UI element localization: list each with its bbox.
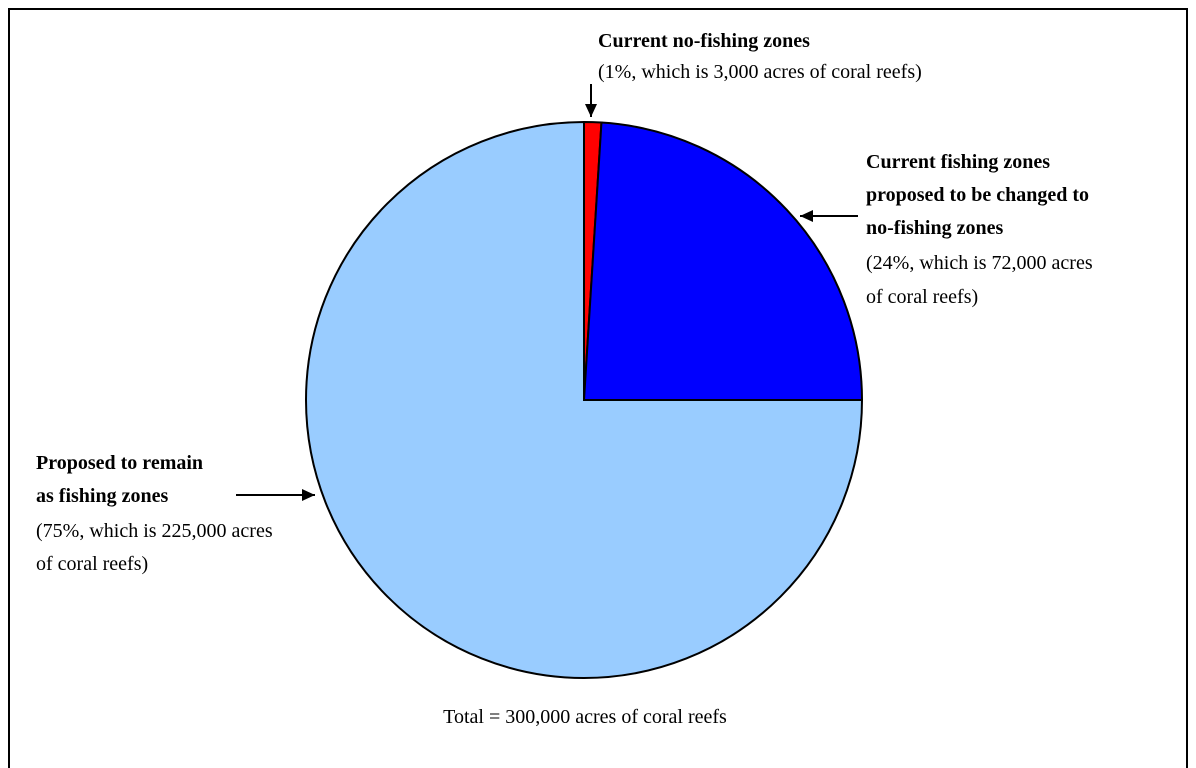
label-arrows bbox=[236, 84, 858, 501]
arrow-no-fishing-head bbox=[585, 104, 597, 117]
label-remain-title-1: Proposed to remain bbox=[36, 452, 203, 474]
label-proposed-change-detail-1: (24%, which is 72,000 acres bbox=[866, 252, 1093, 274]
label-remain-detail-1: (75%, which is 225,000 acres bbox=[36, 520, 273, 542]
label-proposed-change-title-1: Current fishing zones bbox=[866, 151, 1050, 173]
chart-frame bbox=[8, 8, 1188, 768]
label-remain-detail-2: of coral reefs) bbox=[36, 553, 148, 575]
label-no-fishing-detail: (1%, which is 3,000 acres of coral reefs… bbox=[598, 61, 922, 83]
label-remain-title-2: as fishing zones bbox=[36, 485, 168, 507]
label-proposed-change-title-2: proposed to be changed to bbox=[866, 184, 1089, 206]
label-proposed-change-detail-2: of coral reefs) bbox=[866, 286, 978, 308]
total-label: Total = 300,000 acres of coral reefs bbox=[443, 706, 727, 728]
label-proposed-change-title-3: no-fishing zones bbox=[866, 217, 1003, 239]
pie-slice-remain-fishing bbox=[305, 120, 864, 679]
arrow-remain-fishing-head bbox=[302, 489, 315, 501]
pie-slices bbox=[305, 120, 864, 679]
pie-slice-proposed-change bbox=[582, 121, 864, 401]
label-no-fishing-title: Current no-fishing zones bbox=[598, 30, 810, 52]
arrow-proposed-change-head bbox=[800, 210, 813, 222]
